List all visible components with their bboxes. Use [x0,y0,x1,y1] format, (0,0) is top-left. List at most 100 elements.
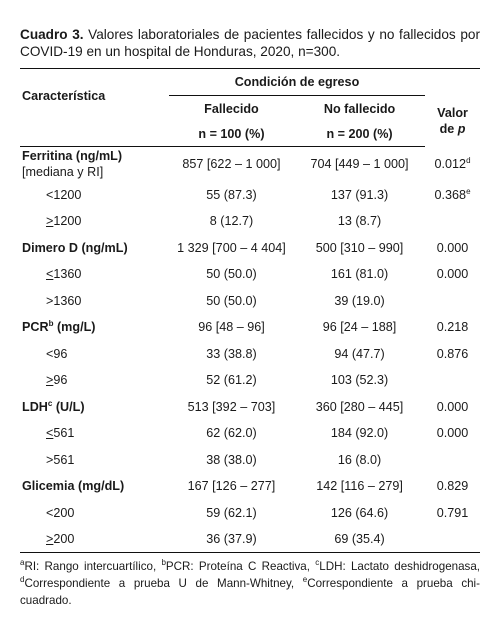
cell-fallecido: 96 [48 – 96] [198,320,265,335]
header-no-fallecido: No fallecido [323,102,396,116]
table-row: >1360 50 (50.0) 39 (19.0) [20,288,480,315]
cell-fallecido: 50 (50.0) [206,293,257,308]
cell-fallecido: 38 (38.0) [206,452,257,467]
table-footnotes: aRI: Rango intercuartílico, bPCR: Proteí… [20,558,480,609]
cell-no-fallecido: 69 (35.4) [294,526,426,553]
cell-fallecido: 857 [622 – 1 000] [182,157,281,172]
row-label: >1360 [46,293,82,308]
header-row-group: Característica Condición de egreso [20,68,480,122]
cell-no-fallecido: 13 (8.7) [337,214,382,229]
header-no-fallecido-n: n = 200 (%) [294,122,426,147]
cell-no-fallecido: 16 (8.0) [337,452,382,467]
cell-fallecido: 513 [392 – 703] [187,399,276,414]
cell-p [425,288,480,315]
table-caption: Cuadro 3. Valores laboratoriales de paci… [20,26,480,60]
cell-fallecido: 167 [126 – 277] [187,479,276,494]
footnote-a: RI: Rango intercuartílico, [24,560,162,573]
cell-no-fallecido: 704 [449 – 1 000] [310,157,409,172]
cell-p: 0.218 [436,320,469,335]
footnote-c: LDH: Lactato deshidrogenasa, [319,560,481,573]
cell-fallecido: 36 (37.9) [168,526,295,553]
table-row: PCRb (mg/L) 96 [48 – 96] 96 [24 – 188] 0… [20,314,480,341]
caption-label: Cuadro 3. [20,27,84,42]
row-label: <96 [46,346,68,361]
footnote-mark-d: d [20,575,25,585]
table-row: >96 52 (61.2) 103 (52.3) [20,367,480,394]
cell-fallecido: 33 (38.8) [206,346,257,361]
table-row: Dimero D (ng/mL) 1 329 [700 – 4 404] 500… [20,235,480,262]
cell-no-fallecido: 161 (81.0) [330,267,389,282]
cell-no-fallecido: 360 [280 – 445] [315,399,404,414]
row-label: <561 [46,426,75,441]
table-row: <96 33 (38.8) 94 (47.7) 0.876 [20,341,480,368]
row-label: >200 [20,526,169,553]
table-row: <200 59 (62.1) 126 (64.6) 0.791 [20,500,480,527]
header-valor-p: Valor de p [425,96,480,147]
cell-no-fallecido: 137 (91.3) [330,187,389,202]
row-label: PCRb (mg/L) [22,319,96,335]
cell-p: 0.368e [434,186,471,202]
cell-p [425,367,480,394]
cell-fallecido: 8 (12.7) [209,214,254,229]
row-label: Glicemia (mg/dL) [22,479,125,494]
row-label: >96 [46,373,68,388]
table-row: <561 62 (62.0) 184 (92.0) 0.000 [20,420,480,447]
cell-no-fallecido: 184 (92.0) [330,426,389,441]
table-row: >1200 8 (12.7) 13 (8.7) [20,208,480,235]
cell-p [425,208,480,235]
cell-p [425,447,480,474]
cell-no-fallecido: 96 [24 – 188] [322,320,397,335]
cell-p: 0.000 [436,267,469,282]
cell-no-fallecido: 39 (19.0) [334,293,385,308]
cell-p: 0.829 [436,479,469,494]
row-label: <1360 [46,267,82,282]
caption-text: Valores laboratoriales de pacientes fall… [20,27,480,59]
row-label: <200 [46,505,75,520]
cell-no-fallecido: 142 [116 – 279] [316,479,403,494]
header-valor-p-prefix: de [439,122,458,136]
table-row: <1360 50 (50.0) 161 (81.0) 0.000 [20,261,480,288]
footnote-mark-c: c [315,558,320,568]
header-valor-p-line1: Valor [437,106,468,120]
table-row: <1200 55 (87.3) 137 (91.3) 0.368e [20,182,480,209]
cell-no-fallecido: 500 [310 – 990] [315,240,404,255]
cell-fallecido: 52 (61.2) [206,373,257,388]
row-label: >561 [46,452,75,467]
table-figure: Cuadro 3. Valores laboratoriales de paci… [20,26,480,621]
table-row: Ferritina (ng/mL) [mediana y RI] 857 [622… [20,147,480,182]
cell-p: 0.000 [436,426,469,441]
cell-no-fallecido: 126 (64.6) [330,505,389,520]
header-fallecido: Fallecido [204,102,259,116]
cell-p: 0.791 [436,505,469,520]
footnote-mark-e: e [302,575,308,585]
row-label: Dimero D (ng/mL) [22,240,128,255]
header-valor-p-italic: p [457,122,466,136]
table-row: LDHc (U/L) 513 [392 – 703] 360 [280 – 44… [20,394,480,421]
footnote-d: Correspondiente a prueba U de Mann-Whitn… [24,577,303,590]
row-label: <1200 [46,187,82,202]
footnote-e: Correspondiente a prueba chi-cuadrado. [20,577,480,607]
row-label: Ferritina (ng/mL) [mediana y RI] [22,149,123,180]
header-row-cols: Fallecido No fallecido Valor de p [20,96,480,136]
table-row: >200 36 (37.9) 69 (35.4) [20,526,480,553]
header-row-n: n = 100 (%) n = 200 (%) [20,122,480,147]
cell-no-fallecido: 103 (52.3) [330,373,389,388]
row-label: >1200 [46,214,82,229]
header-characteristic: Característica [20,68,169,122]
cell-p: 0.876 [436,346,469,361]
cell-fallecido: 55 (87.3) [206,187,257,202]
footnote-b: PCR: Proteína C Reactiva, [165,560,316,573]
cell-no-fallecido: 94 (47.7) [334,346,385,361]
cell-p [425,526,480,553]
cell-fallecido: 59 (62.1) [206,505,257,520]
cell-fallecido: 1 329 [700 – 4 404] [177,240,286,255]
header-group-condicion: Condición de egreso [168,68,426,96]
lab-values-table: Característica Condición de egreso Falle… [20,68,480,553]
table-row: >561 38 (38.0) 16 (8.0) [20,447,480,474]
cell-fallecido: 50 (50.0) [206,267,257,282]
header-fallecido-n: n = 100 (%) [168,122,295,147]
cell-p: 0.000 [436,399,469,414]
row-label: LDHc (U/L) [22,398,85,414]
table-row: Glicemia (mg/dL) 167 [126 – 277] 142 [11… [20,473,480,500]
cell-fallecido: 62 (62.0) [206,426,257,441]
